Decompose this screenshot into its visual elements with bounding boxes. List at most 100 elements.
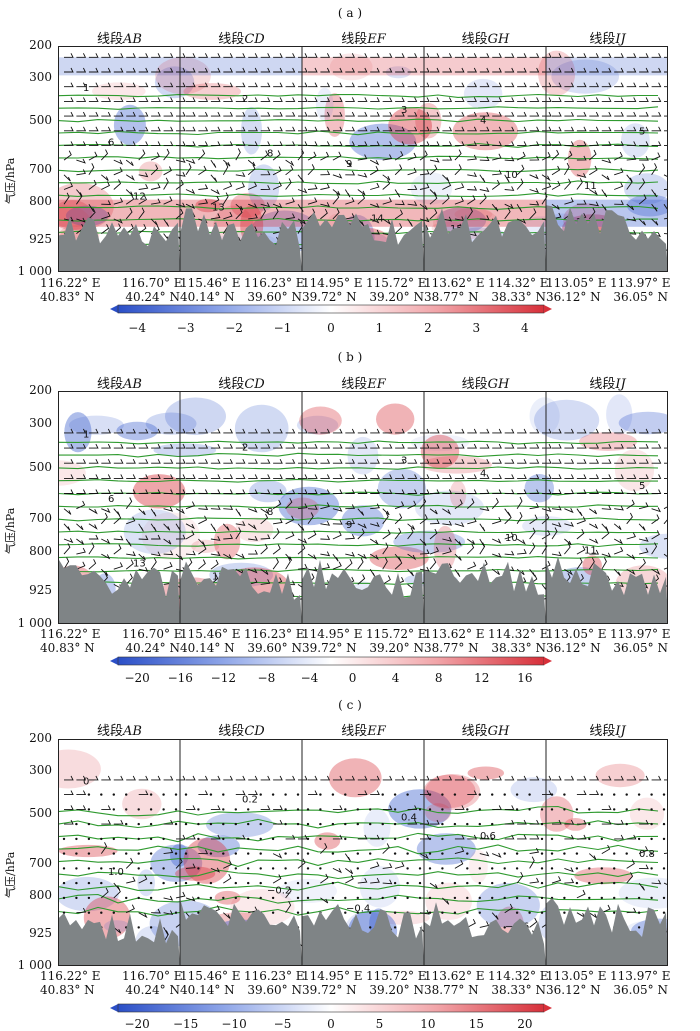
vertical-motion-dot <box>428 896 432 900</box>
wind-barb <box>151 82 161 88</box>
wind-barb <box>504 97 515 102</box>
wind-barb <box>260 126 271 132</box>
vertical-motion-dot <box>209 822 213 826</box>
wind-barb <box>260 805 271 810</box>
wind-barb <box>589 126 600 132</box>
wind-barb <box>126 53 136 58</box>
wind-barb <box>285 428 296 434</box>
terrain <box>180 208 302 272</box>
contour-line <box>58 517 659 522</box>
wind-barb <box>320 428 331 434</box>
wind-barb <box>614 428 624 434</box>
wind-barb <box>541 513 550 525</box>
contour-line <box>58 857 659 867</box>
wind-barb <box>125 207 133 220</box>
wind-barb <box>138 149 146 161</box>
wind-barb <box>285 111 296 117</box>
wind-barb <box>320 873 329 884</box>
wind-barb <box>285 159 295 167</box>
wind-barb <box>541 182 552 190</box>
wind-barb <box>626 568 636 576</box>
wind-barb <box>529 877 540 884</box>
wind-barb <box>308 82 318 88</box>
plot-frame <box>58 739 668 966</box>
wind-barb <box>76 97 87 102</box>
wind-barb <box>492 141 502 146</box>
vertical-motion-dot <box>319 808 322 811</box>
wind-barb <box>248 53 258 58</box>
wind-barb <box>394 150 404 161</box>
wind-barb <box>138 912 148 919</box>
wind-barb <box>298 82 308 88</box>
segment-letters: AB <box>123 724 142 739</box>
vertical-motion-dot <box>393 911 397 914</box>
wind-barb <box>651 775 662 781</box>
wind-barb <box>504 834 515 840</box>
wind-barb <box>175 553 184 561</box>
wind-barb <box>308 790 318 796</box>
wind-barb <box>285 474 296 479</box>
wind-barb <box>479 53 490 58</box>
wind-barb <box>370 126 380 132</box>
wind-barb <box>407 805 418 810</box>
segment-title-text: 线段 <box>589 32 616 47</box>
wind-barb <box>223 111 234 117</box>
wind-barb <box>529 208 537 220</box>
vertical-motion-dot <box>563 793 566 796</box>
vertical-motion-dot <box>125 852 128 855</box>
wind-barb <box>517 775 527 781</box>
wind-barb <box>285 443 296 449</box>
wind-barb <box>222 523 230 531</box>
vertical-motion-dot <box>137 926 140 929</box>
wind-barb <box>285 197 295 205</box>
wind-barb <box>151 474 161 479</box>
wind-barb <box>589 428 600 434</box>
wind-barb <box>298 775 308 781</box>
vertical-motion-dot <box>149 896 153 900</box>
wind-barb <box>529 428 540 434</box>
wind-barb <box>357 489 368 494</box>
wind-barb <box>176 82 186 88</box>
contour-label: 13 <box>212 203 225 214</box>
colorbar-gradient <box>117 304 545 314</box>
wind-barb <box>113 97 124 102</box>
wind-barb <box>76 907 87 914</box>
wind-barb <box>613 568 621 577</box>
vertical-motion-dot <box>259 867 262 870</box>
y-tick-label: 200 <box>29 383 52 397</box>
wind-barb <box>382 82 393 88</box>
wind-barb <box>76 189 83 197</box>
wind-barb <box>88 208 96 220</box>
wind-barb <box>504 903 513 914</box>
wind-barb <box>492 67 502 73</box>
wind-barb <box>370 489 380 494</box>
wind-barb <box>308 428 318 434</box>
y-axis-label: 气压/hPa <box>4 157 17 205</box>
longitude-text: 113.05° E <box>546 969 607 983</box>
wind-barb <box>564 568 574 576</box>
wind-barb <box>113 159 123 165</box>
wind-barb <box>651 443 662 449</box>
wind-barb <box>76 790 87 796</box>
wind-barb <box>345 775 356 781</box>
segment-title-text: 线段 <box>461 377 488 392</box>
wind-barb <box>529 126 540 132</box>
vertical-motion-dot <box>234 822 237 826</box>
coordinate-label: 114.95° E 39.72° N <box>302 627 363 655</box>
wind-barb <box>479 67 490 73</box>
wind-barb <box>113 82 124 88</box>
wind-barb <box>357 775 368 781</box>
vertical-motion-dot <box>331 881 335 885</box>
wind-barb <box>626 553 636 561</box>
positive-anomaly-area <box>58 749 101 789</box>
contour-line <box>58 491 659 496</box>
wind-barb <box>235 527 242 540</box>
vertical-motion-dot <box>563 852 566 855</box>
vertical-motion-dot <box>637 808 641 811</box>
wind-barb <box>285 497 293 510</box>
wind-barb <box>223 53 234 58</box>
wind-barb <box>516 164 525 176</box>
vertical-motion-dot <box>369 852 372 855</box>
wind-barb <box>564 819 575 825</box>
wind-barb <box>175 534 186 540</box>
